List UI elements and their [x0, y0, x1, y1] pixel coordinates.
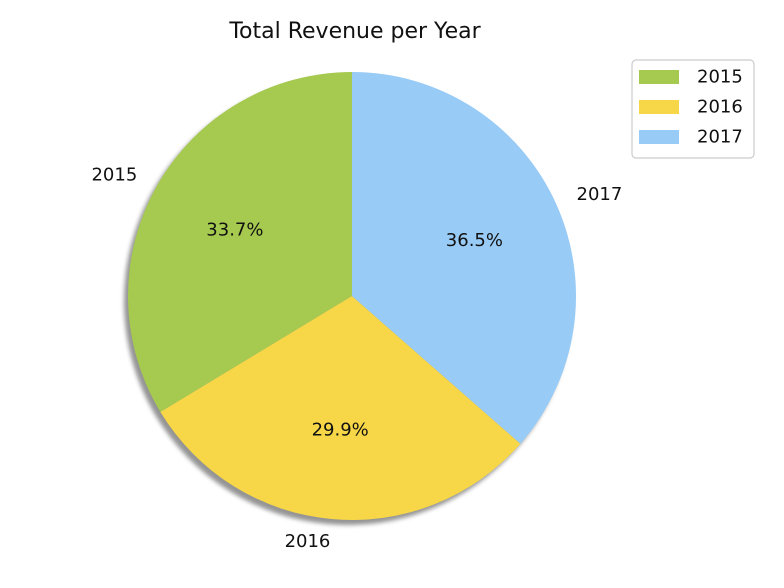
slice-label-2016: 2016 [285, 531, 331, 552]
slice-label-2015: 2015 [91, 165, 137, 186]
legend-label-2016: 2016 [697, 97, 743, 118]
slice-2015 [128, 72, 352, 413]
pie-slices [128, 72, 577, 521]
slice-label-2017: 2017 [577, 184, 623, 205]
legend: 2015 2016 2017 [631, 59, 755, 159]
pct-label-2015: 33.7% [206, 220, 263, 241]
legend-swatch-2017 [639, 130, 679, 144]
legend-swatch-2016 [639, 100, 679, 114]
legend-label-2015: 2015 [697, 67, 743, 88]
slice-2017 [352, 72, 577, 444]
pct-label-2017: 36.5% [446, 230, 503, 251]
legend-label-2017: 2017 [697, 127, 743, 148]
pct-label-2016: 29.9% [312, 419, 369, 440]
chart-title: Total Revenue per Year [228, 19, 481, 44]
pie-labels: 33.7% 2015 29.9% 2016 36.5% 2017 [91, 165, 622, 552]
legend-swatch-2015 [639, 70, 679, 84]
slice-2016 [160, 296, 521, 521]
